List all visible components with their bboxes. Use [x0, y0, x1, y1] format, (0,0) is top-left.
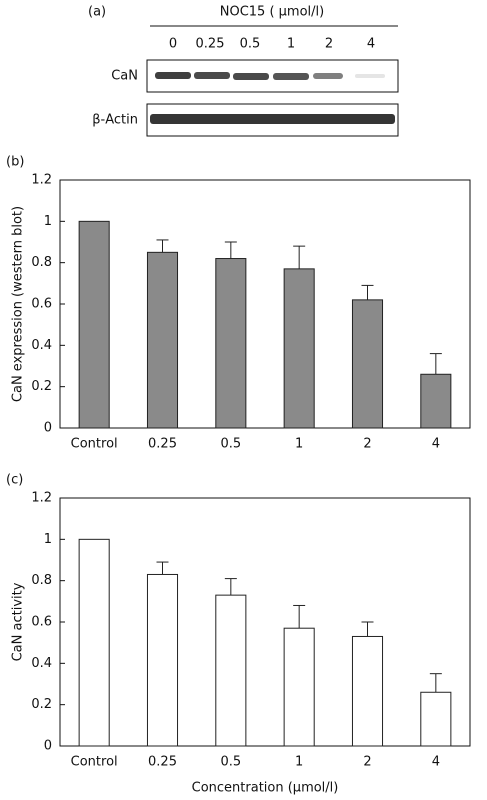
- y-tick-label: 0.4: [31, 656, 52, 671]
- y-tick-label: 0: [44, 739, 52, 754]
- x-tick-label: Control: [71, 755, 118, 770]
- x-tick-label: 0.5: [220, 437, 241, 452]
- lane-label: 2: [325, 37, 333, 52]
- row-label: CaN: [111, 69, 138, 84]
- x-tick-label: 4: [432, 755, 440, 770]
- bar: [283, 627, 315, 747]
- blot-bands: [150, 72, 395, 124]
- y-tick-label: 0.2: [31, 379, 52, 394]
- lane-label: 0: [169, 37, 177, 52]
- bar: [215, 594, 247, 747]
- row-label: β-Actin: [92, 113, 138, 128]
- y-tick-label: 0.8: [31, 255, 52, 270]
- y-tick-label: 0.6: [31, 615, 52, 630]
- x-tick-label: 2: [363, 755, 371, 770]
- y-tick-label: 1.2: [31, 491, 52, 506]
- y-tick-label: 1: [44, 532, 52, 547]
- y-tick-label: 0.8: [31, 573, 52, 588]
- x-tick-label: Control: [71, 437, 118, 452]
- x-tick-label: 1: [295, 437, 303, 452]
- x-tick-label: 0.25: [148, 437, 177, 452]
- y-tick-label: 0.6: [31, 297, 52, 312]
- panel-label: (b): [6, 155, 24, 170]
- bar: [420, 373, 452, 429]
- bar: [215, 258, 247, 429]
- lane-label: 0.25: [196, 37, 225, 52]
- bar: [420, 691, 452, 747]
- lane-label: 1: [287, 37, 295, 52]
- x-axis-label: Concentration (μmol/l): [192, 781, 339, 796]
- bar: [146, 573, 179, 747]
- y-tick-label: 0.4: [31, 338, 52, 353]
- bar: [351, 299, 384, 429]
- bar: [283, 268, 315, 429]
- y-tick-label: 0: [44, 421, 52, 436]
- lane-label: 0.5: [240, 37, 261, 52]
- bar: [351, 635, 384, 747]
- x-tick-label: 1: [295, 755, 303, 770]
- bar: [78, 538, 110, 747]
- plot-frame: [59, 497, 471, 747]
- x-tick-label: 4: [432, 437, 440, 452]
- x-tick-label: 0.5: [220, 755, 241, 770]
- y-tick-label: 1: [44, 214, 52, 229]
- y-axis-label: CaN activity: [11, 582, 26, 661]
- bar: [78, 220, 110, 429]
- blot-box: [146, 59, 399, 93]
- panel-label: (a): [88, 5, 106, 20]
- lane-label: 4: [367, 37, 375, 52]
- bar: [146, 251, 179, 429]
- y-tick-label: 0.2: [31, 697, 52, 712]
- y-tick-label: 1.2: [31, 173, 52, 188]
- blot-header: NOC15 ( μmol/l): [220, 5, 324, 20]
- y-axis-label: CaN expression (western blot): [11, 206, 26, 402]
- panel-label: (c): [6, 473, 23, 488]
- x-tick-label: 2: [363, 437, 371, 452]
- plot-frame: [59, 179, 471, 429]
- x-tick-label: 0.25: [148, 755, 177, 770]
